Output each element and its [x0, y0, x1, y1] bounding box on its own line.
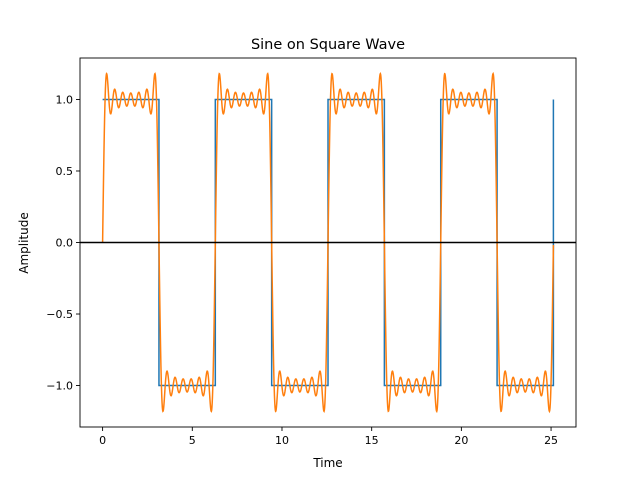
- x-tick-label: 25: [544, 434, 558, 447]
- y-tick-label: 0.0: [56, 237, 74, 250]
- y-tick-label: −1.0: [46, 380, 73, 393]
- x-axis-ticks: 0 5 10 15 20 25: [99, 427, 558, 447]
- y-tick-label: 0.5: [56, 165, 74, 178]
- x-tick-label: 10: [275, 434, 289, 447]
- x-axis-label: Time: [312, 456, 342, 470]
- chart-title: Sine on Square Wave: [251, 37, 405, 53]
- y-axis-ticks: −1.0 −0.5 0.0 0.5 1.0: [46, 93, 80, 393]
- x-tick-label: 5: [189, 434, 196, 447]
- y-axis-label: Amplitude: [17, 212, 31, 274]
- plot-area: [80, 71, 576, 414]
- y-tick-label: 1.0: [56, 93, 74, 106]
- series-sine-sum-line: [101, 71, 555, 414]
- y-tick-label: −0.5: [46, 308, 73, 321]
- x-tick-label: 15: [365, 434, 379, 447]
- x-tick-label: 0: [99, 434, 106, 447]
- series-layer: [101, 71, 555, 414]
- x-tick-label: 20: [454, 434, 468, 447]
